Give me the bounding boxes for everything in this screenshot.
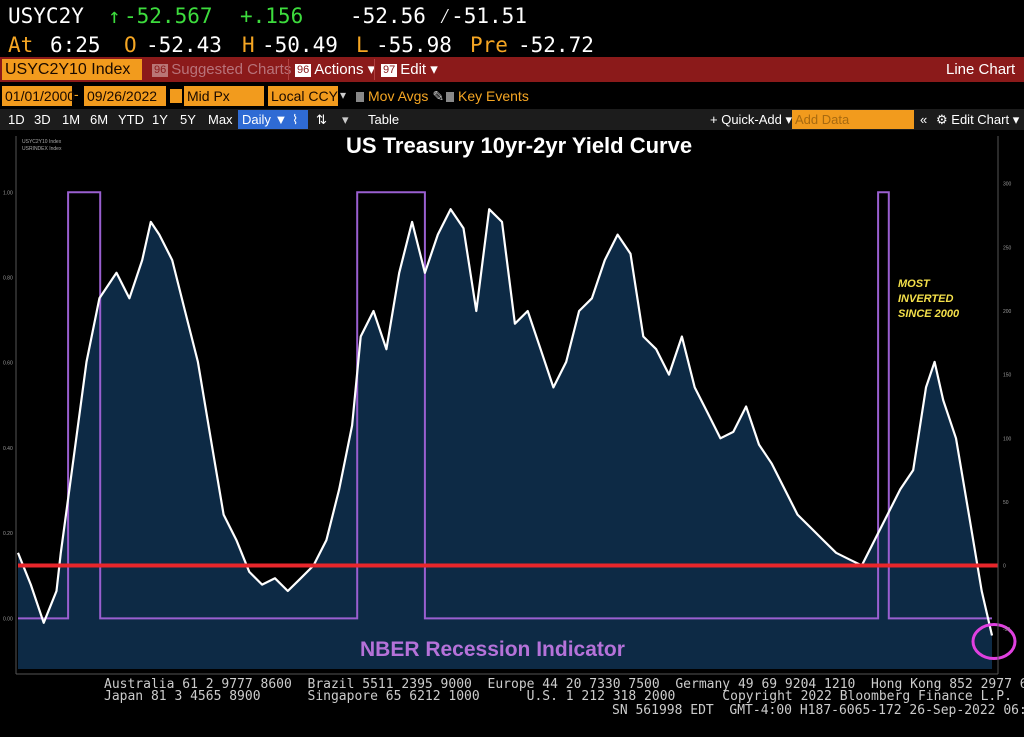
legend-item-recession: USRINDEX Index: [22, 146, 62, 152]
key-events-checkbox: [446, 92, 454, 103]
footer-line-2: Japan 81 3 4565 8900 Singapore 65 6212 1…: [104, 689, 1012, 704]
low-value: -55.98: [376, 33, 452, 57]
gear-icon: ⚙: [936, 112, 948, 127]
pencil-icon: ✎: [432, 88, 445, 104]
edit-menu[interactable]: 97 Edit ▾: [374, 59, 444, 80]
y-right-tick-label: 150: [1003, 373, 1012, 379]
footer-line-3: SN 561998 EDT GMT-4:00 H187-6065-172 26-…: [612, 703, 1024, 718]
quote-row: USYC2Y ↑ -52.567 +.156 -52.56 ⁄-51.51: [0, 4, 1024, 31]
quote-detail-row: At 6:25 O -52.43 H -50.49 L -55.98 Pre -…: [0, 33, 1024, 60]
last-price: -52.567: [124, 4, 213, 28]
bloomberg-footer: Australia 61 2 9777 8600 Brazil 5511 239…: [0, 677, 1024, 737]
period-ytd[interactable]: YTD: [118, 112, 144, 127]
spread-area-fill: [18, 209, 992, 669]
latest-value-highlight-circle: [971, 623, 1017, 661]
y-right-tick-label: -50: [1003, 627, 1010, 633]
security-field[interactable]: USYC2Y10 Index: [2, 59, 142, 80]
high-value: -50.49: [262, 33, 338, 57]
y-left-tick-label: 1.00: [3, 190, 13, 196]
period-1d[interactable]: 1D: [8, 112, 25, 127]
period-5y[interactable]: 5Y: [180, 112, 196, 127]
high-label: H: [242, 33, 255, 57]
actions-number: 96: [295, 63, 312, 77]
period-6m[interactable]: 6M: [90, 112, 109, 127]
chart-type-label: Line Chart: [946, 61, 1016, 78]
edit-chart-label: Edit Chart ▾: [951, 112, 1020, 127]
chart-title: US Treasury 10yr-2yr Yield Curve: [346, 133, 693, 158]
period-1y[interactable]: 1Y: [152, 112, 168, 127]
actions-label: Actions ▾: [314, 61, 376, 78]
y-right-tick-label: 100: [1003, 436, 1012, 442]
period-3d[interactable]: 3D: [34, 112, 51, 127]
mov-avgs-label: Mov Avgs: [368, 88, 429, 104]
chart-svg: -50 0 50 100 150 200 250 300 0.00 0.20 0.40 0.60 0.8…: [0, 131, 1024, 685]
y-left-tick-label: 0.20: [3, 531, 13, 537]
y-left-tick-label: 0.40: [3, 446, 13, 452]
yield-curve-chart: -50 0 50 100 150 200 250 300 0.00 0.20 0.40 0.60 0.8…: [0, 131, 1024, 685]
y-left-tick-label: 0.00: [3, 616, 13, 622]
end-date-field[interactable]: 09/26/2022: [84, 86, 166, 106]
period-bar: 1D 3D 1M 6M YTD 1Y 5Y Max Daily ▼ ⌇ ⇅ ▾ …: [0, 109, 1024, 130]
currency-dropdown-icon[interactable]: ▾: [340, 88, 347, 102]
recession-line: [18, 191, 992, 620]
open-label: O: [124, 33, 137, 57]
nber-recession-label: NBER Recession Indicator: [360, 638, 625, 661]
collapse-icon[interactable]: «: [920, 112, 928, 127]
add-data-input[interactable]: Add Data: [792, 110, 914, 129]
bar-chart-icon[interactable]: ⇅: [316, 112, 327, 127]
quick-add-button[interactable]: + Quick-Add ▾: [710, 112, 793, 127]
price-change: +.156: [240, 4, 304, 28]
most-inverted-annotation: MOST INVERTED SINCE 2000: [898, 278, 960, 320]
y-right-tick-label: 0: [1003, 564, 1006, 570]
frequency-dropdown[interactable]: Daily ▼: [238, 110, 292, 129]
edit-chart-button[interactable]: ⚙ Edit Chart ▾: [932, 110, 1023, 129]
y-right-tick-label: 50: [1003, 500, 1009, 506]
up-arrow-icon: ↑: [108, 4, 121, 28]
edit-number: 97: [381, 63, 398, 77]
pre-label: Pre: [470, 33, 508, 57]
footer-line-1: Australia 61 2 9777 8600 Brazil 5511 239…: [104, 677, 1024, 692]
price-field[interactable]: Mid Px: [184, 86, 264, 106]
y-left-tick-label: 0.60: [3, 361, 13, 367]
chart-style-dropdown-icon[interactable]: ▾: [342, 112, 349, 127]
mov-avgs-checkbox: [356, 92, 364, 103]
calendar-icon[interactable]: [170, 89, 182, 103]
suggested-charts-button[interactable]: 96 Suggested Charts: [146, 59, 297, 80]
low-label: L: [356, 33, 369, 57]
suggested-number: 96: [152, 63, 169, 77]
chart-legend: USYC2Y10 Index USRINDEX Index: [22, 139, 61, 153]
actions-menu[interactable]: 96 Actions ▾: [288, 59, 381, 80]
ticker-symbol: USYC2Y: [8, 4, 84, 28]
function-toolbar: USYC2Y10 Index 96 Suggested Charts 96 Acti…: [0, 57, 1024, 82]
edit-label: Edit ▾: [400, 61, 438, 78]
start-date-field[interactable]: 01/01/2000: [2, 86, 75, 106]
mov-avgs-toggle[interactable]: Mov Avgs ✎: [356, 86, 444, 106]
key-events-toggle[interactable]: Key Events: [446, 86, 529, 106]
line-chart-icon[interactable]: ⌇: [290, 110, 308, 129]
open-value: -52.43: [146, 33, 222, 57]
pre-value: -52.72: [518, 33, 594, 57]
table-button[interactable]: Table: [368, 112, 400, 127]
key-events-label: Key Events: [458, 88, 529, 104]
legend-item-spread: USYC2Y10 Index: [22, 139, 62, 145]
currency-field[interactable]: Local CCY: [268, 86, 338, 106]
at-label: At: [8, 33, 34, 57]
y-right-tick-label: 200: [1003, 309, 1012, 315]
period-1m[interactable]: 1M: [62, 112, 81, 127]
period-max[interactable]: Max: [208, 112, 233, 127]
y-right-tick-label: 250: [1003, 245, 1012, 251]
date-dash: -: [74, 86, 79, 102]
bid-ask: -52.56 ⁄-51.51: [350, 4, 527, 28]
settings-bar: 01/01/2000 - 09/26/2022 Mid Px Local CCY…: [0, 85, 1024, 107]
quote-time: 6:25: [50, 33, 101, 57]
y-left-tick-label: 0.80: [3, 276, 13, 282]
spread-line: [16, 208, 994, 636]
suggested-label: Suggested Charts: [171, 61, 292, 78]
y-right-tick-label: 300: [1003, 182, 1012, 188]
